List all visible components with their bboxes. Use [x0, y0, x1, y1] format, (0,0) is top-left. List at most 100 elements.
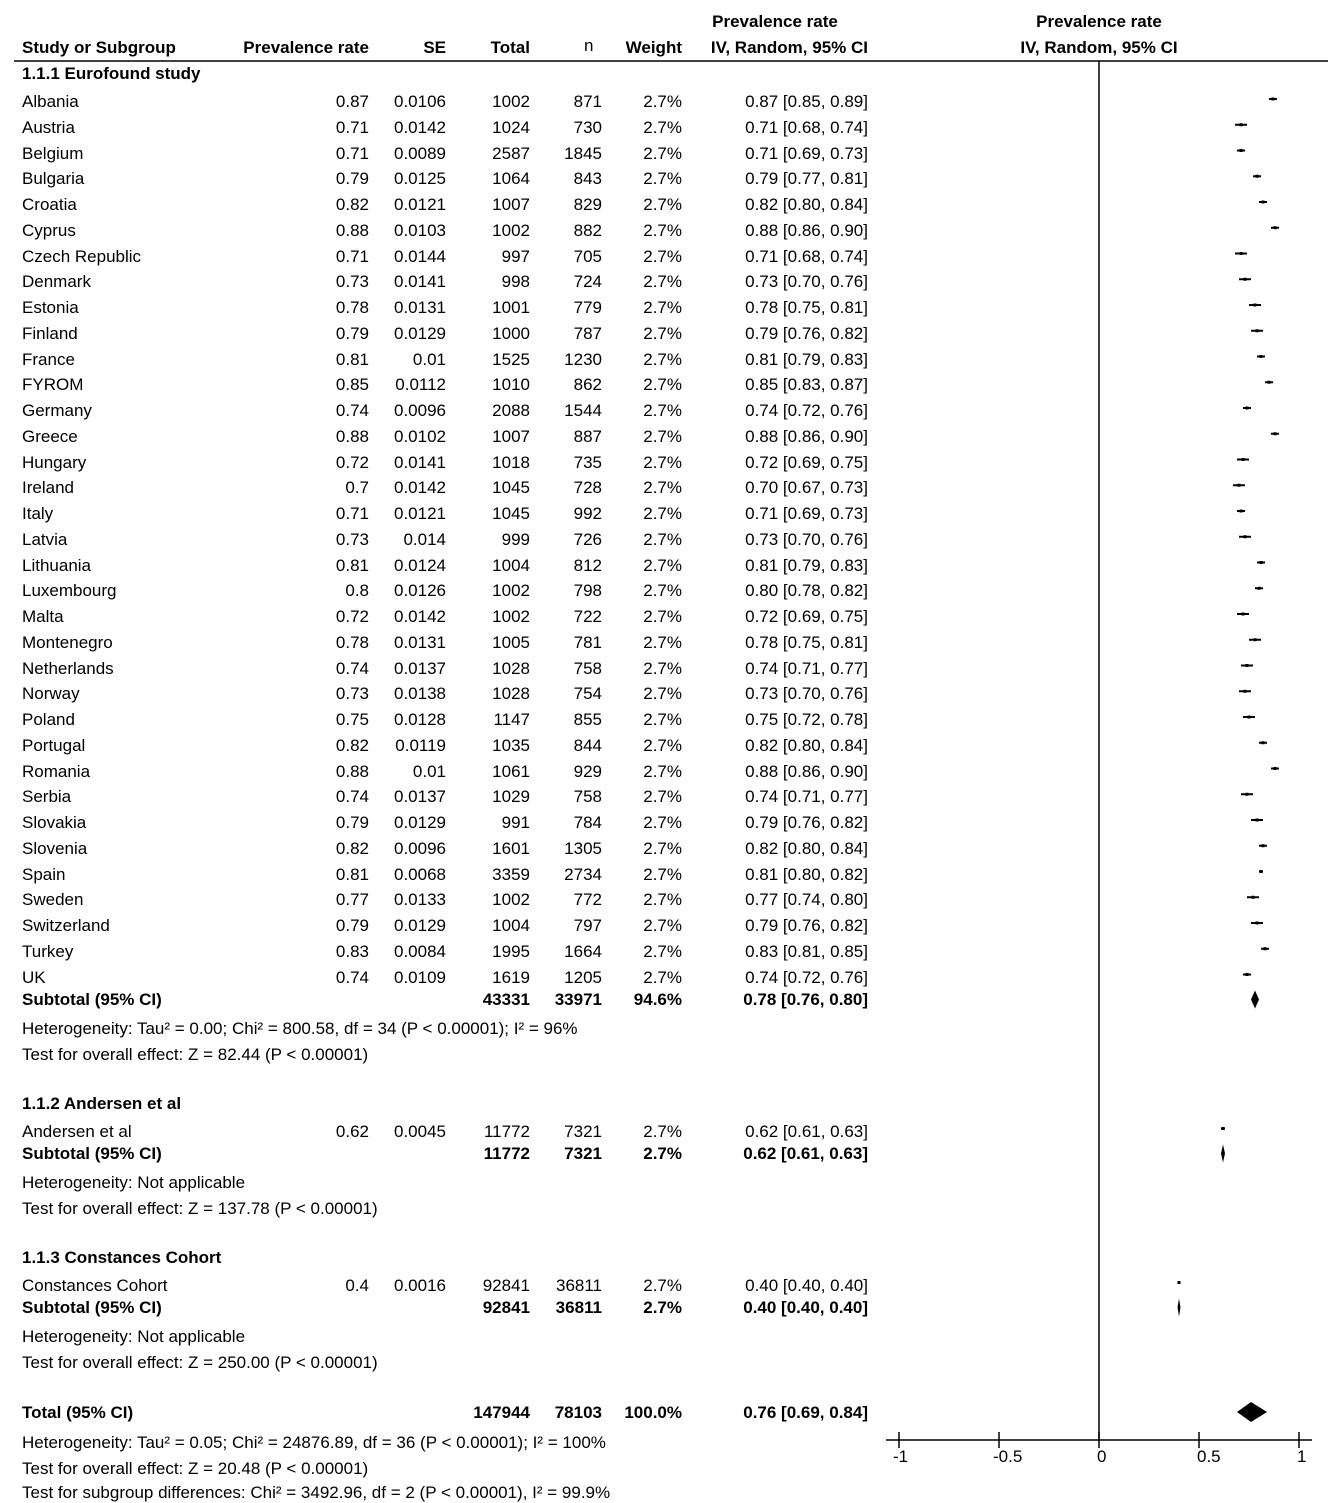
study-weight: 2.7% [643, 504, 682, 523]
study-point-marker [1177, 1281, 1181, 1284]
study-rate: 0.88 [335, 220, 369, 240]
study-rate: 0.82 [335, 195, 369, 214]
study-n: 1544 [564, 401, 602, 420]
study-n: 887 [573, 426, 602, 446]
study-weight: 2.7% [643, 452, 682, 472]
study-ci: 0.72 [0.69, 0.75] [745, 452, 868, 472]
study-point-marker [1259, 561, 1263, 564]
study-se: 0.0068 [394, 864, 446, 884]
subtotal-diamond [1221, 1144, 1225, 1163]
study-se: 0.0112 [395, 375, 446, 395]
ci-column-subheader: IV, Random, 95% CI [710, 38, 868, 57]
study-se: 0.0142 [394, 478, 446, 498]
study-se: 0.0106 [394, 92, 446, 111]
study-point-marker [1261, 844, 1265, 848]
study-rate: 0.71 [335, 246, 369, 266]
heterogeneity-text: Heterogeneity: Tau² = 0.00; Chi² = 800.5… [22, 1018, 578, 1038]
study-se: 0.0096 [394, 401, 446, 420]
study-total: 1045 [492, 504, 530, 523]
study-point-marker [1255, 921, 1259, 925]
study-ci: 0.78 [0.75, 0.81] [745, 298, 868, 317]
study-rate: 0.74 [335, 401, 369, 420]
study-weight: 2.7% [643, 401, 682, 420]
study-weight: 2.7% [643, 813, 682, 832]
study-name: Italy [22, 504, 54, 523]
study-se: 0.0084 [394, 941, 446, 961]
study-ci: 0.83 [0.81, 0.85] [745, 941, 868, 961]
subgroup-title: 1.1.3 Constances Cohort [22, 1247, 222, 1267]
study-name: Croatia [22, 195, 77, 214]
study-weight: 2.7% [643, 323, 682, 343]
study-name: Cyprus [22, 220, 76, 240]
x-axis-tick-label: 0.5 [1197, 1447, 1221, 1466]
subtotal-weight: 2.7% [643, 1297, 682, 1317]
total-n: 78103 [554, 1403, 602, 1422]
study-n: 855 [573, 710, 602, 729]
n-column-header: n [584, 36, 594, 55]
study-total: 999 [501, 529, 530, 549]
ci-column-header: Prevalence rate [712, 12, 838, 31]
study-se: 0.0121 [394, 195, 446, 214]
study-name: Portugal [22, 735, 86, 755]
study-point-marker [1273, 226, 1277, 230]
study-name: Andersen et al [22, 1121, 132, 1141]
study-point-marker [1267, 380, 1271, 384]
study-name: Greece [22, 426, 78, 446]
study-total: 1995 [492, 941, 530, 961]
study-ci: 0.81 [0.80, 0.82] [745, 864, 868, 884]
subtotal-weight: 2.7% [643, 1143, 682, 1163]
study-point-marker [1239, 149, 1243, 152]
study-total: 3359 [492, 864, 530, 884]
study-name: Montenegro [22, 632, 113, 652]
study-total: 1010 [492, 375, 530, 395]
study-total: 1061 [492, 761, 530, 781]
study-name: Constances Cohort [22, 1275, 168, 1295]
study-name: Netherlands [22, 658, 114, 678]
rate-column-header: Prevalence rate [243, 38, 369, 57]
study-point-marker [1257, 586, 1261, 590]
study-point-marker [1259, 870, 1263, 873]
study-point-marker [1221, 1127, 1225, 1130]
study-weight: 2.7% [643, 375, 682, 395]
study-weight: 2.7% [643, 195, 682, 214]
study-weight: 2.7% [643, 607, 682, 626]
study-point-marker [1247, 715, 1251, 719]
study-total: 1045 [492, 478, 530, 498]
study-point-marker [1239, 123, 1243, 127]
study-name: Serbia [22, 787, 72, 807]
total-label: Total (95% CI) [22, 1403, 134, 1422]
heterogeneity-text: Heterogeneity: Not applicable [22, 1172, 246, 1192]
study-total: 1028 [492, 684, 530, 704]
study-rate: 0.87 [335, 92, 369, 111]
study-se: 0.0129 [394, 916, 446, 935]
subtotal-total: 11772 [483, 1143, 530, 1163]
study-ci: 0.71 [0.69, 0.73] [745, 504, 868, 523]
study-n: 797 [573, 916, 602, 935]
study-name: Latvia [22, 529, 68, 549]
study-weight: 2.7% [643, 658, 682, 678]
study-name: Germany [22, 401, 92, 420]
study-name: Austria [22, 117, 75, 137]
study-total: 1601 [492, 838, 530, 858]
study-se: 0.0141 [394, 272, 446, 292]
study-se: 0.0124 [394, 555, 446, 575]
study-ci: 0.70 [0.67, 0.73] [745, 478, 868, 498]
subtotal-label: Subtotal (95% CI) [22, 1297, 162, 1317]
total-heterogeneity-text: Heterogeneity: Tau² = 0.05; Chi² = 24876… [22, 1433, 606, 1452]
study-weight: 2.7% [643, 916, 682, 935]
study-rate: 0.72 [335, 607, 369, 626]
study-ci: 0.62 [0.61, 0.63] [745, 1121, 868, 1141]
study-total: 1147 [493, 710, 530, 729]
study-point-marker [1245, 973, 1249, 976]
study-ci: 0.73 [0.70, 0.76] [745, 272, 868, 292]
study-se: 0.0121 [394, 504, 446, 523]
study-n: 1205 [564, 967, 602, 987]
study-n: 882 [573, 220, 602, 240]
study-ci: 0.74 [0.71, 0.77] [745, 658, 868, 678]
study-n: 1845 [564, 143, 602, 163]
study-n: 724 [573, 272, 602, 292]
study-se: 0.0102 [394, 426, 446, 446]
study-name: Albania [22, 92, 79, 111]
study-n: 781 [573, 632, 602, 652]
